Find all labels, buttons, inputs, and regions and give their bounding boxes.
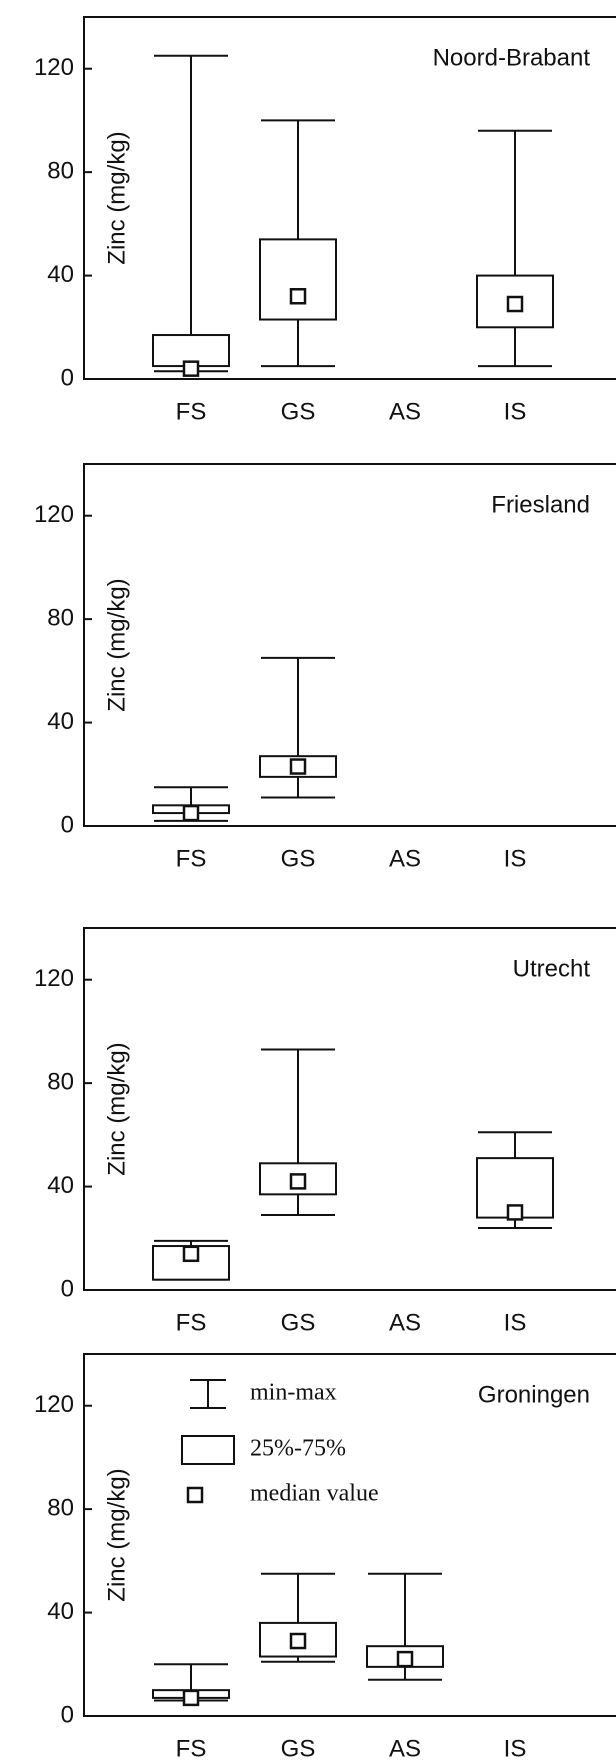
x-tick-label: GS	[281, 845, 316, 872]
x-tick-label: AS	[389, 398, 421, 425]
x-tick-label: FS	[176, 1309, 207, 1336]
median-marker	[182, 1245, 200, 1263]
x-tick-label: AS	[389, 1735, 421, 1762]
legend-label: median value	[250, 1481, 379, 1507]
median-marker	[289, 288, 307, 305]
x-tick-label: AS	[389, 845, 421, 872]
x-tick-label: IS	[504, 398, 527, 425]
panel-title: Utrecht	[513, 955, 591, 982]
x-tick-label: GS	[281, 398, 316, 425]
legend-symbol	[181, 1435, 235, 1465]
plot-frame	[83, 1353, 616, 1717]
median-marker	[289, 1632, 307, 1650]
y-tick-label: 120	[34, 965, 74, 992]
y-axis-label: Zinc (mg/kg)	[103, 578, 130, 711]
x-tick-label: IS	[504, 1309, 527, 1336]
median-marker	[506, 1204, 524, 1221]
y-tick-label: 80	[47, 1068, 74, 1095]
y-axis-label: Zinc (mg/kg)	[103, 131, 130, 264]
y-tick-label: 120	[34, 501, 74, 528]
y-tick-label: 80	[47, 1494, 74, 1521]
x-tick-label: FS	[176, 845, 207, 872]
y-tick-label: 80	[47, 157, 74, 184]
x-tick-label: FS	[176, 1735, 207, 1762]
y-axis-label: Zinc (mg/kg)	[103, 1468, 130, 1601]
y-tick-label: 120	[34, 54, 74, 81]
y-tick-label: 120	[34, 1391, 74, 1418]
y-tick-label: 40	[47, 1172, 74, 1199]
x-tick-label: IS	[504, 845, 527, 872]
median-marker	[182, 1689, 200, 1707]
y-tick-label: 0	[61, 1701, 74, 1728]
y-tick-label: 0	[61, 1275, 74, 1302]
plot-frame	[83, 927, 616, 1291]
y-tick-label: 40	[47, 1598, 74, 1625]
x-tick-label: IS	[504, 1735, 527, 1762]
plot-frame	[83, 463, 616, 827]
y-axis-label: Zinc (mg/kg)	[103, 1042, 130, 1175]
x-tick-label: AS	[389, 1309, 421, 1336]
panel-title: Groningen	[478, 1381, 590, 1408]
x-tick-label: GS	[281, 1735, 316, 1762]
x-tick-label: GS	[281, 1309, 316, 1336]
median-marker	[289, 758, 307, 775]
iqr-box	[259, 238, 337, 321]
y-tick-label: 40	[47, 708, 74, 735]
panel-title: Friesland	[491, 491, 590, 518]
y-tick-label: 0	[61, 364, 74, 391]
y-tick-label: 80	[47, 604, 74, 631]
legend-label: 25%-75%	[250, 1436, 346, 1462]
y-tick-label: 40	[47, 261, 74, 288]
median-marker	[182, 360, 200, 377]
y-tick-label: 0	[61, 811, 74, 838]
legend-label: min-max	[250, 1380, 337, 1406]
median-marker	[506, 295, 524, 313]
plot-frame	[83, 16, 616, 380]
median-marker	[182, 804, 200, 822]
median-marker	[289, 1173, 307, 1190]
panel-title: Noord-Brabant	[433, 44, 591, 71]
legend-symbol	[186, 1486, 204, 1504]
median-marker	[396, 1650, 414, 1668]
x-tick-label: FS	[176, 398, 207, 425]
